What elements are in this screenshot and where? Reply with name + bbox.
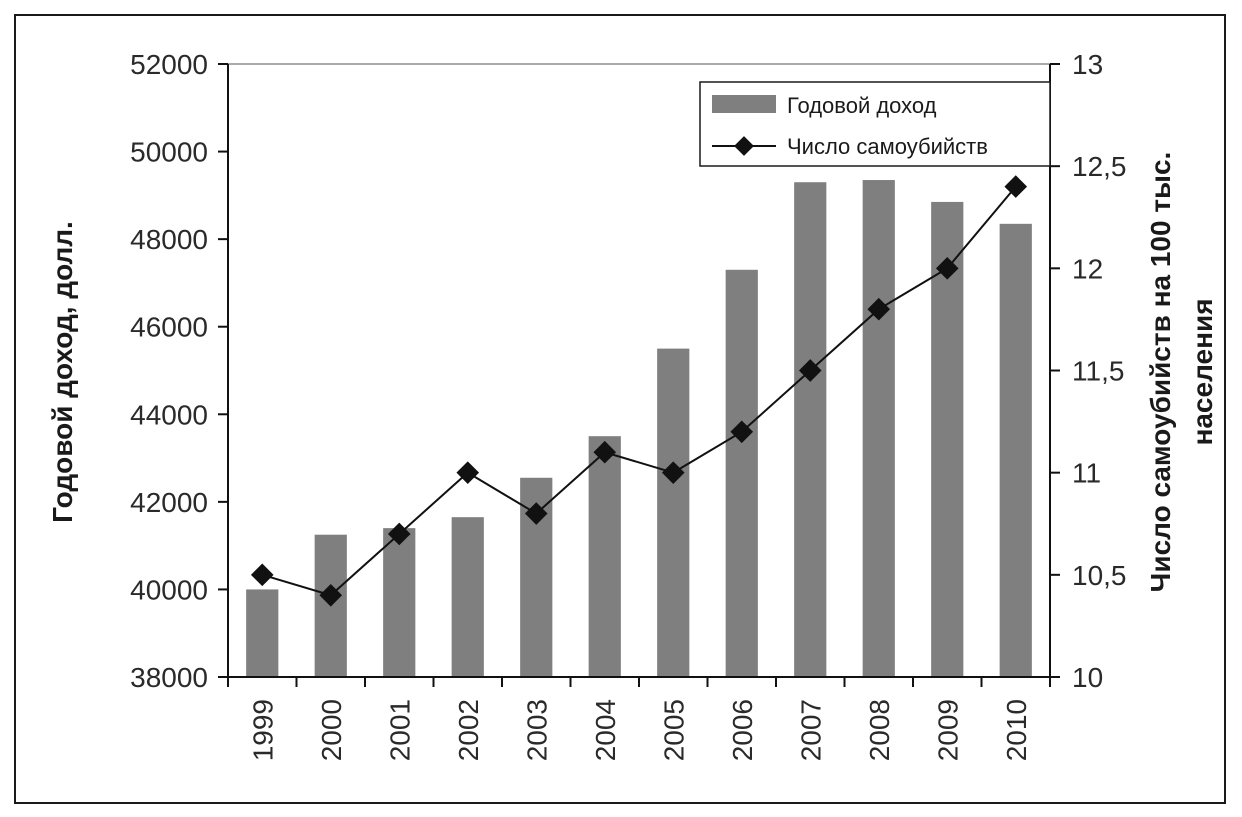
bar-2009 — [931, 201, 964, 678]
bar-2001 — [383, 528, 416, 677]
x-tick-label-2009: 2009 — [932, 699, 963, 761]
point-2004 — [593, 440, 617, 464]
legend-label-suicides: Число самоубийств — [787, 134, 988, 159]
bar-2002 — [451, 517, 484, 677]
right-tick-label-11,5: 11,5 — [1072, 356, 1124, 387]
right-tick-label-13: 13 — [1072, 49, 1103, 80]
right-tick-label-10,5: 10,5 — [1072, 560, 1127, 591]
left-tick-label-42000: 42000 — [130, 487, 208, 518]
bar-1999 — [246, 589, 279, 677]
bar-2010 — [999, 223, 1032, 677]
point-2001 — [387, 522, 411, 546]
point-2000 — [319, 583, 343, 607]
right-axis-title-line1: Число самоубийств на 100 тыс. — [1145, 152, 1176, 593]
point-2008 — [867, 297, 891, 321]
left-tick-label-50000: 50000 — [130, 137, 208, 168]
bar-2008 — [862, 180, 895, 677]
bar-2006 — [725, 269, 758, 677]
right-tick-label-12,5: 12,5 — [1072, 151, 1127, 182]
left-tick-label-40000: 40000 — [130, 574, 208, 605]
x-tick-label-2004: 2004 — [590, 699, 621, 761]
x-tick-label-2001: 2001 — [384, 699, 415, 761]
right-axis-title-line2: населения — [1187, 298, 1218, 445]
point-2006 — [730, 420, 754, 444]
point-2009 — [935, 257, 959, 280]
x-tick-label-2002: 2002 — [453, 699, 484, 761]
right-tick-label-10: 10 — [1072, 662, 1103, 693]
legend: Годовой доход Число самоубийств — [699, 81, 1051, 167]
point-2003 — [524, 502, 548, 525]
x-tick-label-2006: 2006 — [727, 699, 758, 761]
x-tick-label-2005: 2005 — [658, 699, 689, 761]
x-tick-label-2007: 2007 — [795, 699, 826, 761]
x-tick-label-2010: 2010 — [1001, 699, 1032, 761]
legend-label-income: Годовой доход — [787, 93, 937, 118]
legend-bar-swatch — [712, 95, 776, 113]
x-tick-label-2000: 2000 — [316, 699, 347, 761]
left-tick-label-44000: 44000 — [130, 399, 208, 430]
point-2007 — [798, 359, 822, 382]
suicides-line — [261, 185, 1017, 597]
left-tick-label-52000: 52000 — [130, 49, 208, 80]
bar-2005 — [657, 348, 690, 677]
left-tick-label-38000: 38000 — [130, 662, 208, 693]
x-tick-label-1999: 1999 — [247, 699, 278, 761]
left-tick-label-48000: 48000 — [130, 224, 208, 255]
bar-2007 — [794, 182, 827, 677]
x-tick-label-2008: 2008 — [864, 699, 895, 761]
left-tick-label-46000: 46000 — [130, 312, 208, 343]
point-2002 — [456, 461, 480, 484]
left-axis-title: Годовой доход, долл. — [47, 221, 78, 523]
right-tick-label-11: 11 — [1072, 458, 1101, 489]
point-1999 — [250, 563, 274, 587]
right-tick-label-12: 12 — [1072, 253, 1103, 284]
bar-2004 — [588, 436, 621, 677]
x-tick-label-2003: 2003 — [521, 699, 552, 761]
point-2005 — [661, 461, 685, 484]
